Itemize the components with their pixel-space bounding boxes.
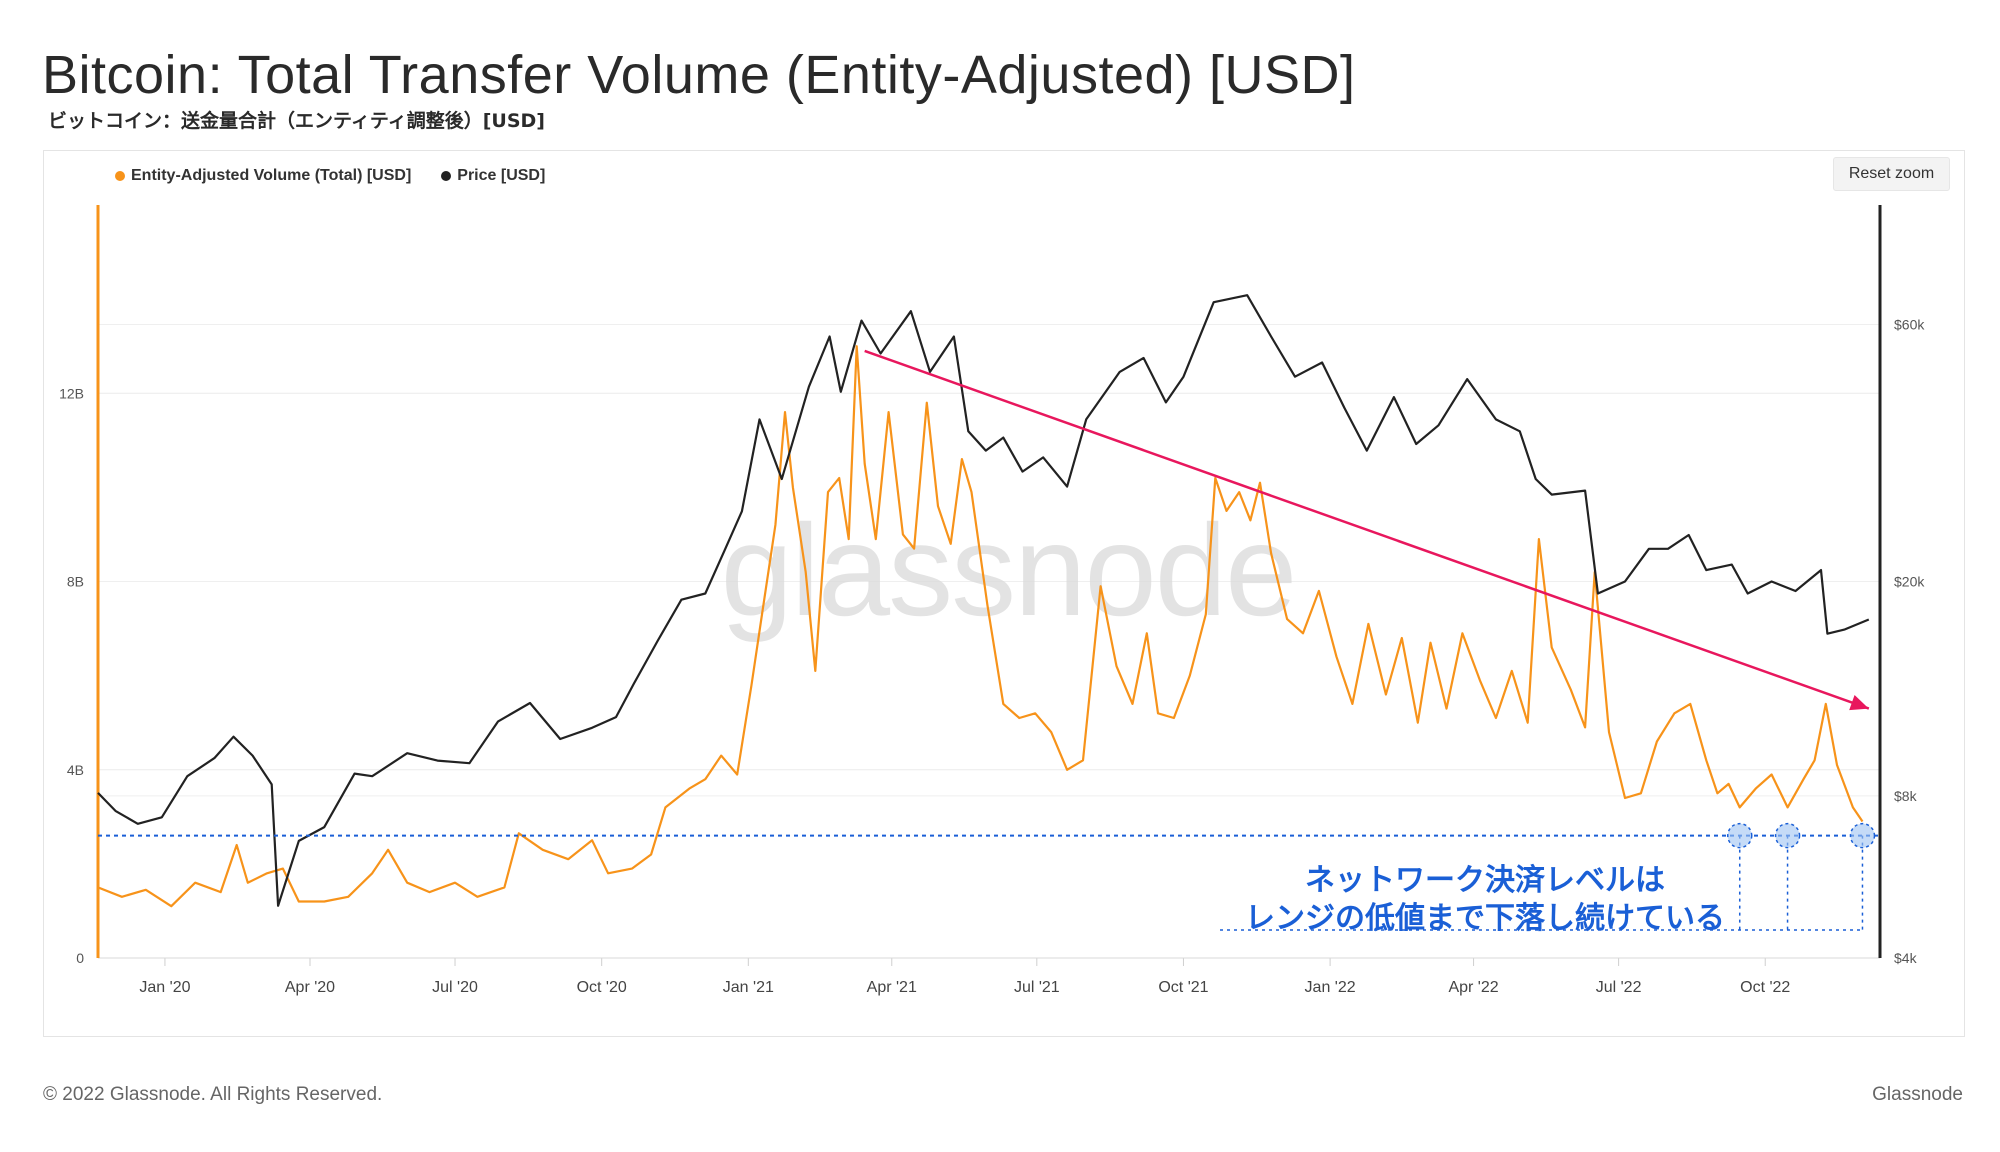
legend-label-price: Price [USD] <box>457 167 546 184</box>
legend-label-volume: Entity-Adjusted Volume (Total) [USD] <box>131 167 412 184</box>
legend-item-price[interactable]: Price [USD] <box>441 167 545 185</box>
chart-legend: Entity-Adjusted Volume (Total) [USD] Pri… <box>115 167 545 185</box>
footer-copyright: © 2022 Glassnode. All Rights Reserved. <box>43 1084 383 1105</box>
legend-dot-price <box>441 171 452 181</box>
legend-dot-volume <box>115 171 125 181</box>
reset-zoom-button[interactable]: Reset zoom <box>1833 157 1950 191</box>
legend-item-volume[interactable]: Entity-Adjusted Volume (Total) [USD] <box>115 167 411 185</box>
chart-frame <box>43 150 1965 1037</box>
page-subtitle: ビットコイン：送金量合計（エンティティ調整後）[USD] <box>48 110 545 132</box>
footer-brand: Glassnode <box>1872 1084 1963 1105</box>
page-title: Bitcoin: Total Transfer Volume (Entity-A… <box>42 45 1356 105</box>
